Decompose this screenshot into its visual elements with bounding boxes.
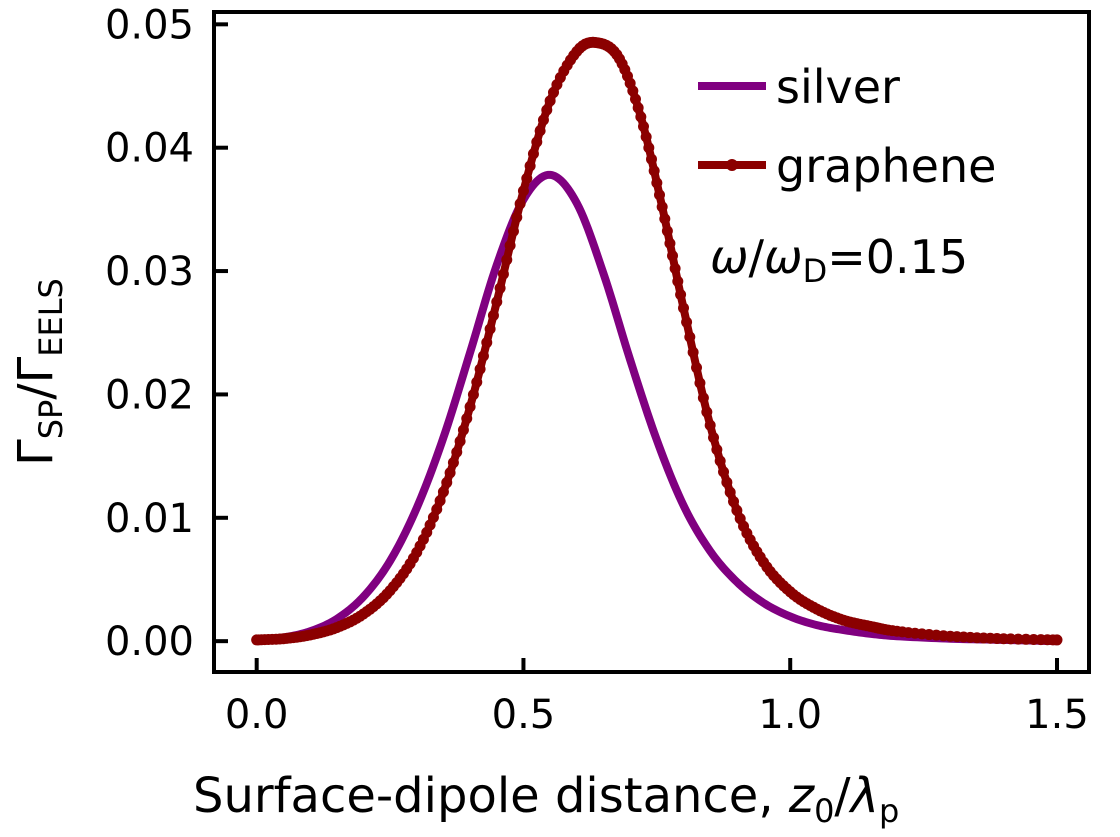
data-point	[534, 125, 546, 137]
legend-label-graphene: graphene	[776, 139, 996, 193]
y-axis-title: ΓSP/ΓEELS	[8, 278, 70, 466]
y-tick-label: 0.05	[105, 2, 194, 48]
frequency-annotation: ω/ωD=0.15	[710, 230, 968, 290]
data-point	[431, 503, 443, 515]
data-point	[664, 237, 676, 249]
x-tick-label: 0.5	[492, 692, 556, 738]
data-point	[444, 467, 456, 479]
data-point	[669, 262, 681, 274]
y-tick-label: 0.00	[105, 619, 194, 665]
data-point	[524, 160, 536, 172]
data-point	[451, 446, 463, 458]
data-point	[447, 457, 459, 469]
data-point	[471, 376, 483, 388]
data-point	[684, 331, 696, 343]
x-tick-label: 1.5	[1025, 692, 1089, 738]
data-point	[507, 225, 519, 237]
data-point	[629, 93, 641, 105]
data-point	[694, 377, 706, 389]
data-point	[494, 282, 506, 294]
data-point	[654, 189, 665, 201]
data-point	[678, 302, 690, 314]
data-point	[643, 142, 655, 154]
data-point	[511, 211, 523, 223]
series-silver	[252, 170, 1061, 646]
data-point	[504, 239, 516, 251]
data-point	[481, 337, 493, 349]
data-point	[441, 477, 453, 489]
data-point	[1020, 633, 1032, 645]
data-point	[544, 95, 556, 107]
x-tick-label: 1.0	[758, 692, 822, 738]
y-tick-label: 0.01	[105, 496, 194, 542]
data-point	[497, 268, 509, 280]
y-tick-label: 0.04	[105, 126, 194, 172]
data-point	[434, 495, 446, 507]
data-point	[711, 444, 723, 456]
data-point	[718, 466, 730, 478]
series-layer	[251, 36, 1063, 646]
y-axis: 0.00 0.01 0.02 0.03 0.04 0.05	[105, 2, 228, 665]
data-point	[514, 198, 526, 210]
y-tick-label: 0.02	[105, 372, 194, 418]
data-point	[491, 296, 503, 308]
data-point	[635, 111, 647, 123]
legend-label-silver: silver	[776, 60, 900, 114]
data-point	[667, 250, 679, 262]
legend-marker-graphene	[726, 159, 738, 171]
x-axis: 0.0 0.5 1.0 1.5	[225, 658, 1089, 738]
data-point	[704, 419, 716, 431]
x-axis-title: Surface-dipole distance, z0/λp	[193, 768, 899, 830]
data-point	[659, 213, 671, 225]
legend: silver graphene	[698, 60, 996, 193]
data-point	[728, 496, 740, 508]
data-point	[701, 406, 713, 418]
data-point	[437, 486, 449, 498]
data-point	[691, 362, 703, 374]
data-point	[1012, 633, 1024, 645]
data-point	[651, 177, 663, 189]
data-point	[661, 225, 673, 237]
data-point	[687, 346, 699, 358]
data-point	[656, 201, 668, 213]
data-point	[681, 316, 693, 328]
x-tick-label: 0.0	[225, 692, 289, 738]
data-point	[731, 504, 743, 516]
data-point	[461, 413, 473, 425]
data-point	[640, 131, 652, 143]
y-tick-label: 0.03	[105, 249, 194, 295]
data-point	[672, 275, 684, 287]
data-point	[697, 392, 709, 404]
data-point	[464, 401, 476, 413]
data-point	[457, 424, 469, 436]
data-point	[638, 121, 649, 133]
series-line-graphene	[252, 38, 1061, 644]
data-point	[714, 455, 726, 467]
data-point	[487, 309, 499, 321]
data-point	[484, 323, 496, 335]
data-point	[724, 486, 736, 498]
plot-frame	[212, 10, 1091, 674]
data-point	[531, 136, 543, 148]
data-point	[646, 153, 657, 165]
data-point	[675, 289, 687, 301]
data-point	[1051, 634, 1063, 646]
data-point	[541, 104, 553, 116]
series-graphene	[251, 36, 1063, 646]
data-point	[474, 363, 486, 375]
data-point	[632, 102, 644, 114]
data-point	[721, 476, 733, 488]
data-point	[454, 435, 466, 447]
data-point	[521, 172, 533, 184]
data-point	[708, 432, 720, 444]
data-point	[648, 165, 660, 177]
series-line-silver	[252, 170, 1061, 646]
data-point	[537, 114, 549, 126]
data-point	[527, 148, 539, 160]
data-point	[477, 350, 489, 362]
data-point	[467, 389, 479, 401]
data-point	[501, 254, 513, 266]
data-point	[517, 185, 529, 197]
